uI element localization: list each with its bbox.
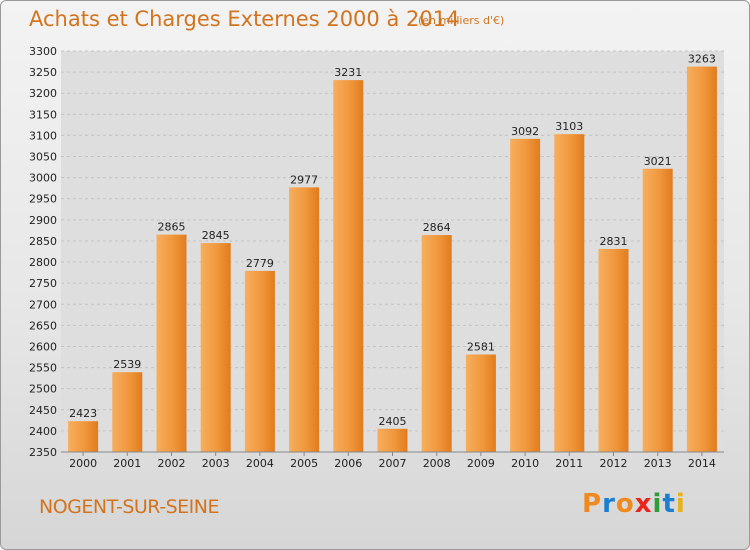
value-label-2011: 3103	[555, 120, 583, 133]
y-tick-label: 2550	[29, 362, 57, 375]
bar-2007	[377, 428, 408, 452]
x-tick-label-2009: 2009	[467, 457, 495, 470]
logo-letter: i	[652, 489, 663, 519]
bar-2000	[68, 421, 99, 452]
y-tick-label: 3300	[29, 45, 57, 58]
x-tick-label-2012: 2012	[600, 457, 628, 470]
y-tick-label: 3150	[29, 108, 57, 121]
value-label-2008: 2864	[423, 221, 451, 234]
proxiti-logo: Proxiti	[582, 489, 686, 519]
x-tick-label-2003: 2003	[202, 457, 230, 470]
x-tick-label-2014: 2014	[688, 457, 716, 470]
x-tick-label-2008: 2008	[423, 457, 451, 470]
y-tick-label: 2900	[29, 214, 57, 227]
x-tick-label-2001: 2001	[113, 457, 141, 470]
value-label-2007: 2405	[379, 415, 407, 428]
bar-2011	[554, 134, 585, 453]
bar-2001	[112, 372, 143, 452]
y-tick-label: 2700	[29, 298, 57, 311]
logo-letter: x	[634, 489, 653, 519]
y-tick-label: 3100	[29, 129, 57, 142]
bar-2014	[686, 66, 717, 453]
value-label-2004: 2779	[246, 257, 274, 270]
x-tick-label-2004: 2004	[246, 457, 274, 470]
bar-2008	[421, 235, 452, 452]
y-tick-label: 2750	[29, 277, 57, 290]
y-tick-label: 2800	[29, 256, 57, 269]
logo-letter: o	[615, 489, 635, 519]
value-label-2002: 2865	[158, 221, 186, 234]
y-tick-label: 2450	[29, 404, 57, 417]
x-tick-label-2006: 2006	[334, 457, 362, 470]
value-label-2012: 2831	[600, 235, 628, 248]
bar-2005	[289, 187, 320, 452]
value-label-2013: 3021	[644, 155, 672, 168]
value-label-2006: 3231	[334, 66, 362, 79]
bar-2002	[156, 234, 187, 452]
y-tick-label: 3200	[29, 87, 57, 100]
bar-2012	[598, 248, 629, 452]
value-label-2005: 2977	[290, 173, 318, 186]
x-tick-label-2005: 2005	[290, 457, 318, 470]
value-label-2010: 3092	[511, 125, 539, 138]
logo-letter: P	[582, 489, 603, 519]
value-label-2003: 2845	[202, 229, 230, 242]
x-tick-label-2002: 2002	[158, 457, 186, 470]
value-label-2014: 3263	[688, 53, 716, 66]
x-tick-label-2011: 2011	[555, 457, 583, 470]
y-tick-label: 3000	[29, 172, 57, 185]
bar-2010	[510, 138, 541, 452]
bar-2006	[333, 80, 364, 453]
y-tick-label: 2950	[29, 193, 57, 206]
y-tick-label: 2350	[29, 446, 57, 459]
x-tick-label-2007: 2007	[379, 457, 407, 470]
y-tick-label: 2500	[29, 383, 57, 396]
chart-subtitle: (en milliers d'€)	[418, 14, 505, 27]
bar-2009	[465, 354, 496, 452]
value-label-2001: 2539	[113, 358, 141, 371]
y-tick-label: 2600	[29, 340, 57, 353]
bar-2004	[244, 270, 275, 452]
x-tick-label-2010: 2010	[511, 457, 539, 470]
value-label-2009: 2581	[467, 340, 495, 353]
x-tick-label-2013: 2013	[644, 457, 672, 470]
y-tick-label: 3050	[29, 151, 57, 164]
bar-2013	[642, 168, 673, 452]
y-tick-label: 3250	[29, 66, 57, 79]
logo-letter: r	[602, 489, 616, 519]
x-tick-label-2000: 2000	[69, 457, 97, 470]
y-tick-label: 2850	[29, 235, 57, 248]
y-tick-label: 2400	[29, 425, 57, 438]
y-tick-label: 2650	[29, 319, 57, 332]
logo-letter: i	[675, 489, 686, 519]
value-label-2000: 2423	[69, 407, 97, 420]
logo-letter: t	[662, 489, 676, 519]
bar-2003	[200, 243, 231, 452]
commune-name: NOGENT-SUR-SEINE	[39, 496, 219, 518]
chart-title: Achats et Charges Externes 2000 à 2014	[29, 7, 460, 31]
